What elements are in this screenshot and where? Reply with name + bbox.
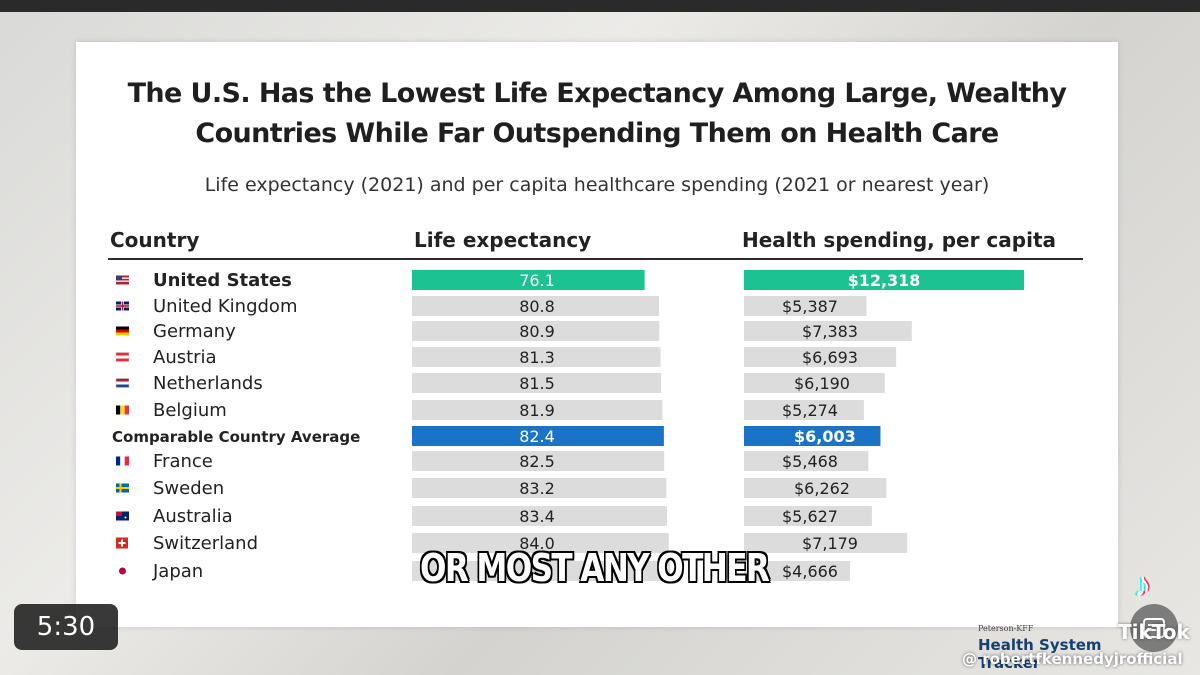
- health-spending-label: $7,383: [802, 322, 858, 341]
- health-spending-bar: [744, 347, 897, 367]
- flag-belgium-icon: [116, 405, 129, 415]
- life-expectancy-label: 82.5: [519, 452, 555, 471]
- life-expectancy-bar: [412, 296, 659, 316]
- life-expectancy-label: 83.4: [519, 507, 555, 526]
- life-expectancy-bar: [412, 400, 663, 420]
- flag-germany-icon: [116, 326, 129, 336]
- country-label: Germany: [153, 321, 236, 342]
- health-spending-bar: [744, 321, 912, 341]
- health-spending-label: $5,387: [782, 297, 838, 316]
- flag-sweden-icon: [116, 483, 129, 493]
- life-expectancy-label: 83.2: [519, 479, 555, 498]
- life-expectancy-bar: [412, 373, 662, 393]
- life-expectancy-bar: [412, 533, 669, 553]
- column-header-life-expectancy: Life expectancy: [414, 228, 592, 252]
- health-spending-label: $12,318: [848, 271, 921, 290]
- health-spending-label: $6,693: [802, 348, 858, 367]
- life-expectancy-label: 76.1: [519, 271, 555, 290]
- health-spending-bar: [744, 426, 881, 446]
- brand-logo-text: Health System Tracker: [978, 636, 1102, 672]
- chart-title-line-2: Countries While Far Outspending Them on …: [195, 118, 999, 149]
- life-expectancy-label: 80.8: [519, 297, 555, 316]
- video-top-bar: [0, 0, 1200, 12]
- life-expectancy-label: 81.5: [519, 374, 555, 393]
- life-expectancy-label: 84.0: [519, 534, 555, 553]
- column-header-health-spending: Health spending, per capita: [742, 228, 1057, 252]
- country-label: Austria: [153, 347, 217, 368]
- account-handle[interactable]: @ robertfkennedyjrofficial: [962, 650, 1183, 668]
- chart-title-line-1: The U.S. Has the Lowest Life Expectancy …: [127, 78, 1067, 109]
- life-expectancy-label: 80.9: [519, 322, 555, 341]
- flag-australia-icon: [116, 511, 129, 521]
- country-label: Japan: [152, 561, 203, 582]
- life-expectancy-bar: [412, 270, 645, 290]
- life-expectancy-bar: [412, 426, 664, 446]
- life-expectancy-bar: [412, 347, 661, 367]
- flag-japan-icon: [119, 567, 126, 575]
- country-label: Australia: [153, 506, 233, 527]
- health-spending-bar: [744, 373, 885, 393]
- health-spending-label: $4,666: [782, 562, 838, 581]
- health-spending-label: $6,262: [794, 479, 850, 498]
- country-label: France: [153, 451, 213, 472]
- flag-france-icon: [116, 456, 129, 466]
- country-label: Belgium: [153, 400, 227, 421]
- health-spending-label: $7,179: [802, 534, 858, 553]
- life-expectancy-label: 81.3: [519, 348, 555, 367]
- header-divider: [108, 258, 1083, 260]
- country-label: Comparable Country Average: [112, 428, 360, 446]
- tiktok-watermark: TikTok: [1118, 620, 1190, 644]
- tiktok-icon: ♪: [1134, 566, 1151, 604]
- life-expectancy-bar: [412, 506, 667, 526]
- captions-button[interactable]: [1130, 604, 1178, 652]
- health-spending-bar: [744, 451, 869, 471]
- health-spending-bar: [744, 561, 851, 581]
- life-expectancy-bar: [412, 321, 660, 341]
- flag-austria-icon: [115, 352, 130, 362]
- column-header-country: Country: [110, 228, 200, 252]
- health-spending-label: $5,627: [782, 507, 838, 526]
- country-label: Netherlands: [153, 373, 263, 394]
- country-label: United States: [153, 270, 292, 291]
- health-spending-bar: [744, 506, 872, 526]
- chart-subtitle: Life expectancy (2021) and per capita he…: [204, 174, 990, 196]
- health-spending-label: $5,468: [782, 452, 838, 471]
- life-expectancy-label: 82.4: [519, 427, 555, 446]
- flag-switzerland-icon: [116, 537, 128, 549]
- country-label: Sweden: [153, 478, 224, 499]
- flag-us-icon: [116, 275, 129, 285]
- health-spending-bar: [744, 270, 1024, 290]
- health-spending-label: $5,274: [782, 401, 838, 420]
- health-spending-bar: [744, 533, 908, 553]
- video-caption: OR MOST ANY OTHER: [420, 546, 770, 590]
- country-label: United Kingdom: [153, 296, 297, 317]
- flag-uk-icon: [116, 301, 129, 311]
- brand-sub-label: Peterson-KFF: [978, 624, 1034, 633]
- health-spending-bar: [744, 400, 864, 420]
- country-label: Switzerland: [153, 533, 258, 554]
- video-timestamp[interactable]: 5:30: [14, 604, 118, 650]
- captions-icon: [1143, 618, 1165, 638]
- health-spending-bar: [744, 296, 867, 316]
- health-spending-bar: [744, 478, 887, 498]
- health-spending-label: $6,003: [794, 427, 856, 446]
- life-expectancy-bar: [412, 478, 667, 498]
- chart-title: The U.S. Has the Lowest Life Expectancy …: [76, 74, 1118, 154]
- flag-netherlands-icon: [115, 378, 130, 388]
- life-expectancy-bar: [412, 451, 665, 471]
- life-expectancy-label: 81.9: [519, 401, 555, 420]
- health-spending-label: $6,190: [794, 374, 850, 393]
- life-expectancy-bar: [412, 561, 671, 581]
